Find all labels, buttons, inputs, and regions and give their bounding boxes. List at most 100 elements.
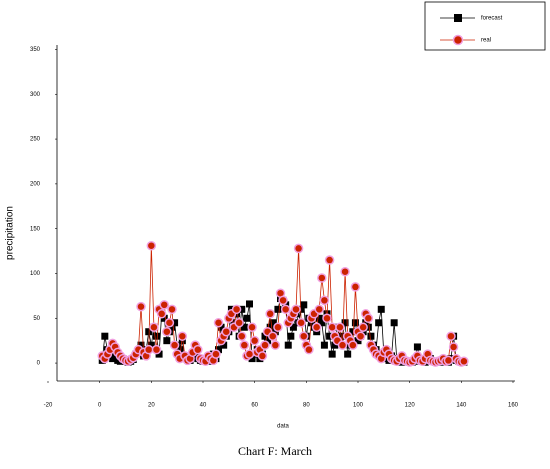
point <box>211 349 221 359</box>
y-tick-label: 300 <box>30 92 41 98</box>
point <box>280 304 291 315</box>
point <box>193 344 203 355</box>
point <box>348 340 358 350</box>
y-tick-label: 50 <box>33 316 40 322</box>
point <box>234 318 244 328</box>
point <box>244 349 255 359</box>
point <box>268 331 278 341</box>
point <box>249 335 260 346</box>
point <box>314 304 324 315</box>
point <box>304 344 314 355</box>
legend-label: forecast <box>481 16 503 22</box>
point <box>300 301 308 309</box>
point <box>331 341 339 349</box>
legend-label: real <box>481 38 491 44</box>
point <box>459 356 469 367</box>
point <box>377 305 385 313</box>
point <box>375 319 383 327</box>
point <box>296 318 306 328</box>
point <box>448 342 459 352</box>
point <box>109 355 117 363</box>
point <box>162 326 172 337</box>
point <box>341 319 349 327</box>
point <box>248 355 256 363</box>
point <box>217 323 225 331</box>
point <box>318 319 326 327</box>
point <box>349 328 357 336</box>
point <box>340 266 350 277</box>
point <box>221 326 231 337</box>
x-tick-label: 60 <box>251 403 258 409</box>
point <box>147 341 155 349</box>
x-tick-label: 80 <box>303 403 310 409</box>
x-tick-label: 120 <box>405 403 416 409</box>
point <box>344 350 352 358</box>
point <box>271 328 279 336</box>
point <box>328 350 336 358</box>
point <box>364 323 372 331</box>
point <box>351 319 359 327</box>
point <box>367 332 375 340</box>
caption: Chart F: March <box>238 444 312 458</box>
x-tick-label: 100 <box>353 403 364 409</box>
point <box>266 323 274 331</box>
point <box>215 346 222 354</box>
point <box>171 319 179 327</box>
point <box>443 355 454 366</box>
point <box>240 323 248 331</box>
y-tick-label: 0 <box>37 361 41 367</box>
point <box>337 340 348 350</box>
point <box>260 340 270 350</box>
point <box>317 273 327 283</box>
y-tick-label: 250 <box>30 137 41 143</box>
point <box>269 319 277 327</box>
x-tick-label: 160 <box>508 403 519 409</box>
point <box>293 243 304 254</box>
point <box>176 346 184 354</box>
point <box>274 305 282 313</box>
legend-marker <box>452 34 464 46</box>
point <box>160 314 168 322</box>
y-tick-label: 150 <box>30 226 41 232</box>
point <box>311 322 322 332</box>
y-tick-label: 350 <box>30 47 41 53</box>
x-tick-label: 40 <box>200 403 207 409</box>
point <box>297 305 305 313</box>
point <box>319 295 330 306</box>
point <box>136 301 146 312</box>
point <box>327 322 337 332</box>
point <box>355 331 366 341</box>
point <box>265 309 275 319</box>
point <box>101 332 109 340</box>
point <box>315 314 323 322</box>
point <box>324 255 335 265</box>
point <box>246 300 253 308</box>
point <box>163 337 171 345</box>
point <box>151 344 162 355</box>
point <box>169 340 180 350</box>
point <box>145 328 153 336</box>
y-axis-label: precipitation <box>5 206 16 260</box>
point <box>320 341 328 349</box>
x-tick-label: 140 <box>456 403 467 409</box>
point <box>390 319 398 327</box>
point <box>168 323 176 331</box>
point <box>164 318 175 328</box>
point <box>155 350 163 358</box>
point <box>362 319 370 327</box>
point <box>446 331 456 341</box>
point <box>273 322 283 332</box>
point <box>270 340 281 350</box>
y-tick-label: 100 <box>30 271 41 277</box>
point <box>287 332 295 340</box>
point <box>326 332 334 340</box>
point <box>335 322 345 332</box>
point <box>144 344 154 355</box>
legend-box <box>424 1 546 51</box>
point <box>358 322 368 332</box>
point <box>354 337 362 345</box>
point <box>159 300 169 310</box>
point <box>264 337 272 345</box>
point <box>257 351 268 361</box>
